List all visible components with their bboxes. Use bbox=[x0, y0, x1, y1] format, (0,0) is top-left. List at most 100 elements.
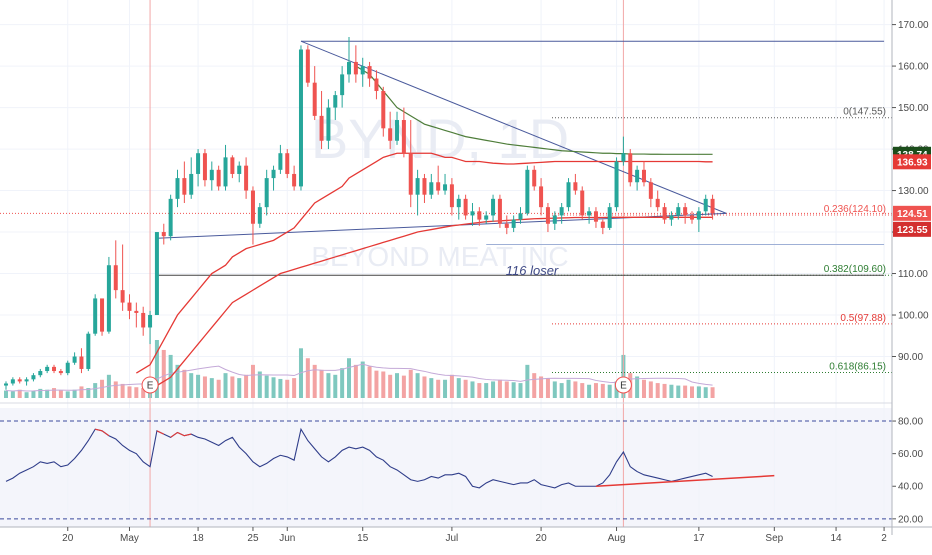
candle-body bbox=[648, 182, 653, 199]
volume-bar bbox=[38, 388, 43, 398]
earnings-marker bbox=[614, 376, 632, 394]
volume-bar bbox=[333, 374, 338, 398]
candle-body bbox=[264, 178, 269, 208]
trendline bbox=[300, 40, 727, 214]
fib-label: 0.618(86.15) bbox=[829, 361, 886, 372]
candle-body bbox=[257, 207, 262, 224]
rsi-line bbox=[5, 427, 713, 489]
time-tick-label: 18 bbox=[193, 533, 205, 544]
candle-body bbox=[443, 184, 448, 191]
time-tick-label: Aug bbox=[608, 533, 626, 544]
candle-body bbox=[333, 95, 338, 108]
candle-body bbox=[182, 178, 187, 195]
candle-body bbox=[449, 184, 454, 208]
rsi-overbought-segment bbox=[156, 430, 165, 435]
candle-body bbox=[141, 312, 146, 328]
volume-bar bbox=[347, 358, 351, 398]
rsi-trendline bbox=[595, 474, 775, 487]
rsi-overbought-segment bbox=[170, 432, 178, 438]
candle-body bbox=[635, 169, 640, 183]
time-axis[interactable]: 20 May 18 25 Jun 15 Jul 20 Aug 17 Sep 14 2 bbox=[0, 526, 932, 544]
price-label-text: 136.93 bbox=[897, 157, 928, 168]
volume-bar bbox=[669, 384, 674, 398]
volume-bar bbox=[264, 375, 269, 398]
volume-bar bbox=[17, 389, 22, 398]
volume-bar bbox=[641, 379, 646, 398]
volume-bar bbox=[388, 374, 393, 398]
volume-bar bbox=[230, 376, 235, 398]
candle-body bbox=[161, 232, 166, 237]
volume-bar bbox=[141, 388, 146, 398]
candle-body bbox=[244, 165, 249, 191]
candle-body bbox=[340, 74, 345, 96]
volume-bar bbox=[250, 364, 255, 398]
candle-body bbox=[456, 198, 461, 208]
price-label-box bbox=[893, 154, 931, 170]
volume-bar bbox=[422, 376, 427, 398]
candle-body bbox=[250, 190, 255, 224]
candle-body bbox=[216, 169, 221, 187]
volume-bar bbox=[477, 383, 482, 398]
volume-bar bbox=[154, 340, 159, 398]
candle-body bbox=[491, 198, 496, 216]
volume-bar bbox=[10, 391, 15, 398]
candle-body bbox=[669, 215, 674, 220]
volume-bar bbox=[710, 387, 715, 398]
candle-body bbox=[93, 298, 98, 334]
rsi-tick-label: 40.00 bbox=[898, 482, 923, 493]
volume-bar bbox=[463, 379, 468, 398]
candle-body bbox=[120, 290, 125, 303]
volume-bar bbox=[305, 358, 310, 398]
candle-body bbox=[72, 356, 77, 363]
candle-body bbox=[552, 215, 557, 224]
candle-body bbox=[113, 265, 118, 291]
volume-bar bbox=[52, 388, 57, 398]
volume-bar bbox=[161, 349, 166, 398]
volume-bar bbox=[113, 381, 118, 398]
volume-bar bbox=[257, 371, 262, 398]
time-tick-label: 17 bbox=[693, 533, 705, 544]
volume-bar bbox=[676, 385, 681, 398]
candle-body bbox=[271, 169, 276, 179]
candle-body bbox=[381, 90, 386, 129]
volume-bar bbox=[360, 361, 365, 398]
candle-body bbox=[52, 366, 57, 372]
candle-body bbox=[477, 211, 482, 220]
candle-body bbox=[285, 153, 290, 174]
volume-bar bbox=[319, 369, 324, 398]
candle-body bbox=[45, 366, 50, 372]
candle-body bbox=[573, 182, 578, 191]
volume-bar bbox=[635, 376, 640, 398]
volume-bar bbox=[545, 378, 550, 398]
volume-bar bbox=[559, 383, 564, 398]
candle-body bbox=[24, 379, 29, 382]
volume-bar bbox=[374, 370, 379, 398]
candle-body bbox=[58, 371, 63, 374]
volume-bar bbox=[120, 383, 125, 398]
time-tick-label: 20 bbox=[536, 533, 548, 544]
candle-body bbox=[175, 178, 180, 199]
volume-bar bbox=[484, 383, 489, 398]
volume-bar bbox=[683, 385, 688, 398]
volume-bar bbox=[655, 383, 660, 398]
volume-bar bbox=[79, 386, 84, 398]
volume-bar bbox=[223, 373, 228, 398]
time-tick-label: 20 bbox=[62, 533, 74, 544]
candle-body bbox=[559, 207, 564, 216]
annotation-text: 116 loser bbox=[506, 263, 559, 278]
volume-bar bbox=[703, 387, 708, 398]
volume-bar bbox=[518, 383, 523, 398]
earnings-marker-label: E bbox=[620, 381, 627, 392]
price-tick-label: 170.00 bbox=[898, 20, 929, 31]
fib-label: 0(147.55) bbox=[843, 107, 886, 118]
candle-body bbox=[305, 49, 310, 83]
candle-body bbox=[347, 61, 351, 75]
price-tick-label: 100.00 bbox=[898, 311, 929, 322]
volume-bar bbox=[470, 381, 475, 398]
volume-bar bbox=[497, 379, 502, 398]
rsi-overbought-segment bbox=[101, 430, 110, 437]
price-label-box bbox=[893, 221, 931, 237]
rsi-overbought-segment bbox=[177, 431, 185, 437]
volume-bar bbox=[312, 364, 317, 398]
